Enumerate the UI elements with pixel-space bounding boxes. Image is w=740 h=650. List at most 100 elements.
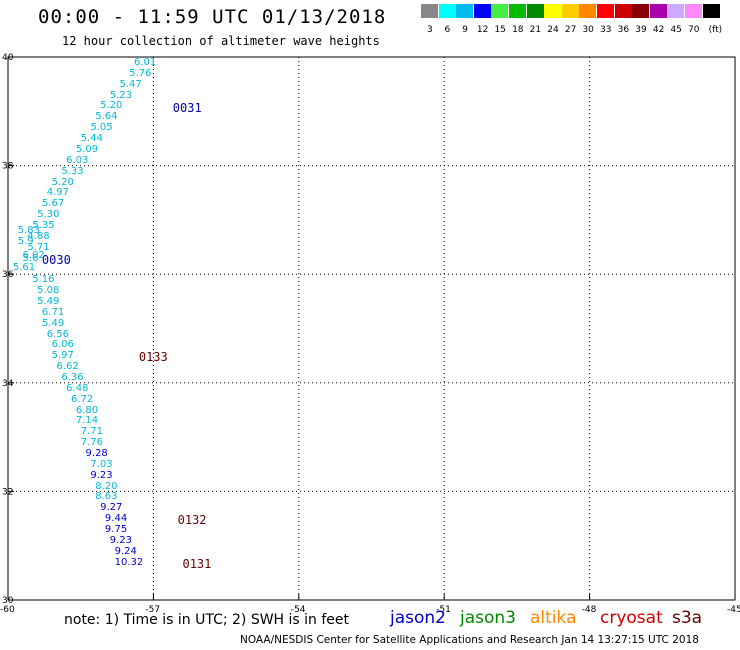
wave-height-value: 5.71 — [27, 241, 50, 253]
wave-height-value: 5.76 — [129, 67, 152, 79]
pass-time-label: 0030 — [41, 252, 71, 267]
wave-height-value: 5.33 — [61, 165, 84, 177]
wave-height-value: 5.61 — [12, 261, 36, 273]
scale-swatch — [667, 4, 685, 18]
scale-swatch — [473, 4, 491, 18]
wave-height-value: 5.49 — [41, 317, 65, 329]
lat-label: 36 — [2, 270, 14, 280]
wave-height-value: 5.67 — [41, 198, 65, 210]
wave-height-value: 8.20 — [95, 480, 118, 492]
lon-label: -51 — [436, 605, 451, 615]
lon-label: -48 — [582, 605, 597, 615]
map-frame — [7, 56, 736, 601]
scale-label: 33 — [600, 25, 612, 35]
wave-height-value: 6.02 — [22, 249, 45, 261]
scale-label: 12 — [476, 25, 489, 35]
lat-label: 40 — [2, 53, 14, 63]
lat-label: 30 — [2, 596, 14, 606]
wave-height-value: 9.24 — [114, 545, 137, 557]
scale-swatch — [702, 4, 720, 18]
lon-label: -54 — [291, 605, 306, 615]
wave-height-value: 5.35 — [32, 219, 55, 231]
lat-label: 32 — [2, 487, 13, 497]
wave-height-value: 6.48 — [66, 382, 89, 394]
scale-label: 39 — [635, 25, 647, 35]
credit-line: NOAA/NESDIS Center for Satellite Applica… — [240, 634, 699, 646]
lon-label: -60 — [0, 605, 15, 615]
wave-height-value: 6.36 — [61, 371, 84, 383]
footer-note: note: 1) Time is in UTC; 2) SWH is in fe… — [64, 612, 350, 628]
wave-height-value: 6.71 — [41, 306, 65, 318]
wave-height-value: 5.44 — [80, 133, 103, 145]
scale-swatch — [649, 4, 667, 18]
scale-label: 18 — [512, 25, 524, 35]
scale-swatch — [544, 4, 562, 18]
scale-label: 3 — [426, 25, 433, 35]
scale-label: 24 — [547, 25, 559, 35]
wave-height-value: 5.09 — [75, 143, 99, 155]
wave-height-value: 9.44 — [104, 513, 128, 525]
wave-height-value: 5.49 — [37, 295, 60, 307]
satellite-s3a: s3a — [672, 608, 703, 628]
lon-label: -45 — [727, 605, 740, 615]
wave-height-value: 10.32 — [114, 556, 144, 568]
scale-label: 15 — [494, 25, 506, 35]
wave-height-value: 6.56 — [46, 328, 70, 340]
scale-swatch — [597, 4, 614, 18]
scale-label: 9 — [462, 25, 468, 35]
satellite-jason3: jason3 — [460, 608, 516, 628]
satellite-jason2: jason2 — [390, 608, 446, 628]
pass-time-label: 0031 — [172, 101, 202, 116]
scale-label: (ft) — [708, 25, 723, 35]
wave-height-value: 9.75 — [104, 524, 128, 536]
wave-height-value: 5.23 — [109, 89, 133, 101]
scale-swatch — [685, 4, 702, 18]
wave-height-value: 6.03 — [66, 154, 89, 166]
wave-height-value: 7.03 — [90, 458, 113, 470]
wave-height-value: 5.30 — [37, 209, 60, 221]
lon-label: -57 — [145, 605, 160, 615]
wave-height-value: 4.97 — [46, 187, 70, 199]
satellite-altika: altika — [530, 608, 577, 628]
scale-swatch — [456, 4, 474, 18]
scale-swatch — [561, 4, 579, 18]
wave-height-value: 6.06 — [51, 339, 74, 351]
scale-label: 36 — [617, 25, 630, 35]
scale-swatch — [491, 4, 509, 18]
wave-height-value: 5.64 — [95, 111, 118, 123]
wave-height-value: 5.20 — [51, 176, 74, 188]
wave-height-value: 5.08 — [37, 285, 60, 297]
wave-height-value: 9.23 — [109, 534, 133, 546]
pass-time-label: 0131 — [182, 556, 212, 571]
scale-label: 21 — [529, 25, 542, 35]
scale-swatch — [509, 4, 526, 18]
scale-label: 70 — [688, 25, 700, 35]
lat-label: 34 — [2, 379, 14, 389]
scale-swatch — [579, 4, 597, 18]
wave-height-value: 7.76 — [80, 437, 103, 449]
scale-label: 42 — [652, 25, 665, 35]
wave-height-value: 7.14 — [75, 415, 99, 427]
wave-height-value: 6.72 — [71, 393, 94, 405]
scale-label: 6 — [444, 25, 451, 35]
scale-label: 30 — [582, 25, 594, 35]
scale-swatch — [614, 4, 632, 18]
pass-time-label: 0133 — [138, 350, 168, 365]
satellite-cryosat: cryosat — [600, 608, 663, 628]
scale-swatch — [438, 4, 456, 18]
scale-label: 27 — [564, 25, 577, 35]
wave-height-value: 9.28 — [85, 448, 108, 460]
wave-height-value: 8.63 — [95, 491, 118, 503]
scale-swatch — [526, 4, 544, 18]
wave-height-value: 5.97 — [51, 350, 74, 362]
wave-height-value: 7.71 — [80, 426, 103, 438]
wave-height-value: 9.23 — [90, 469, 113, 481]
wave-height-value: 5.47 — [119, 78, 142, 90]
scale-label: 45 — [670, 25, 682, 35]
wave-height-value: 5.20 — [100, 100, 123, 112]
pass-time-label: 0132 — [177, 513, 207, 528]
wave-height-value: 5.16 — [32, 274, 55, 286]
wave-height-value: 5.83 — [17, 225, 40, 237]
wave-height-value: 5.6 — [22, 252, 39, 264]
